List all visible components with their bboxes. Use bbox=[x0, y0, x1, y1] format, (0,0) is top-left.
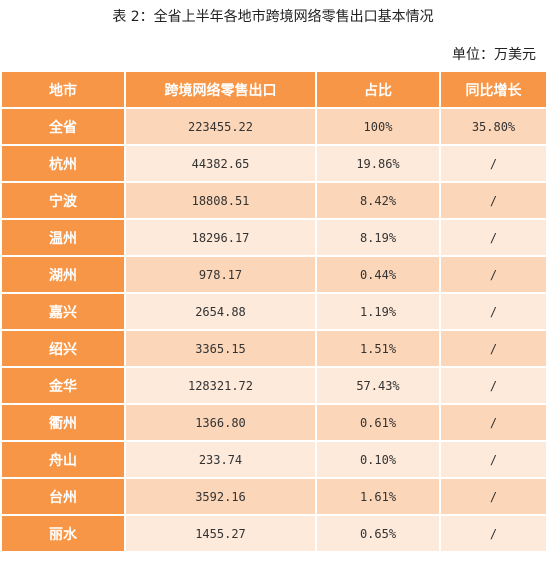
share-cell: 1.51% bbox=[315, 329, 441, 368]
city-cell: 台州 bbox=[0, 477, 126, 516]
table-row: 金华 128321.72 57.43% / bbox=[0, 366, 546, 405]
city-cell: 宁波 bbox=[0, 181, 126, 220]
table-row: 温州 18296.17 8.19% / bbox=[0, 218, 546, 257]
export-cell: 18296.17 bbox=[124, 218, 317, 257]
city-cell: 湖州 bbox=[0, 255, 126, 294]
export-cell: 18808.51 bbox=[124, 181, 317, 220]
growth-cell: / bbox=[439, 514, 546, 553]
header-export: 跨境网络零售出口 bbox=[124, 70, 317, 109]
share-cell: 19.86% bbox=[315, 144, 441, 183]
header-city: 地市 bbox=[0, 70, 126, 109]
table-caption: 表 2：全省上半年各地市跨境网络零售出口基本情况 bbox=[112, 9, 434, 25]
city-cell: 金华 bbox=[0, 366, 126, 405]
share-cell: 100% bbox=[315, 107, 441, 146]
export-table: 地市 跨境网络零售出口 占比 同比增长 全省 223455.22 100% 35… bbox=[0, 70, 546, 553]
table-row: 湖州 978.17 0.44% / bbox=[0, 255, 546, 294]
export-cell: 223455.22 bbox=[124, 107, 317, 146]
export-cell: 128321.72 bbox=[124, 366, 317, 405]
growth-cell: / bbox=[439, 292, 546, 331]
city-cell: 嘉兴 bbox=[0, 292, 126, 331]
city-cell: 杭州 bbox=[0, 144, 126, 183]
city-cell: 温州 bbox=[0, 218, 126, 257]
export-cell: 44382.65 bbox=[124, 144, 317, 183]
growth-cell: 35.80% bbox=[439, 107, 546, 146]
growth-cell: / bbox=[439, 218, 546, 257]
share-cell: 0.10% bbox=[315, 440, 441, 479]
export-cell: 1366.80 bbox=[124, 403, 317, 442]
growth-cell: / bbox=[439, 144, 546, 183]
export-cell: 1455.27 bbox=[124, 514, 317, 553]
table-row: 舟山 233.74 0.10% / bbox=[0, 440, 546, 479]
growth-cell: / bbox=[439, 329, 546, 368]
growth-cell: / bbox=[439, 403, 546, 442]
export-cell: 233.74 bbox=[124, 440, 317, 479]
city-cell: 丽水 bbox=[0, 514, 126, 553]
table-row: 全省 223455.22 100% 35.80% bbox=[0, 107, 546, 146]
growth-cell: / bbox=[439, 477, 546, 516]
share-cell: 1.61% bbox=[315, 477, 441, 516]
table-row: 衢州 1366.80 0.61% / bbox=[0, 403, 546, 442]
city-cell: 衢州 bbox=[0, 403, 126, 442]
table-row: 宁波 18808.51 8.42% / bbox=[0, 181, 546, 220]
table-row: 杭州 44382.65 19.86% / bbox=[0, 144, 546, 183]
share-cell: 0.44% bbox=[315, 255, 441, 294]
share-cell: 57.43% bbox=[315, 366, 441, 405]
unit-label: 单位：万美元 bbox=[452, 47, 536, 63]
header-share: 占比 bbox=[315, 70, 441, 109]
growth-cell: / bbox=[439, 255, 546, 294]
export-cell: 3592.16 bbox=[124, 477, 317, 516]
share-cell: 0.65% bbox=[315, 514, 441, 553]
table-row: 绍兴 3365.15 1.51% / bbox=[0, 329, 546, 368]
growth-cell: / bbox=[439, 181, 546, 220]
share-cell: 8.42% bbox=[315, 181, 441, 220]
table-row: 丽水 1455.27 0.65% / bbox=[0, 514, 546, 553]
city-cell: 舟山 bbox=[0, 440, 126, 479]
share-cell: 0.61% bbox=[315, 403, 441, 442]
share-cell: 1.19% bbox=[315, 292, 441, 331]
table-row: 台州 3592.16 1.61% / bbox=[0, 477, 546, 516]
share-cell: 8.19% bbox=[315, 218, 441, 257]
city-cell: 绍兴 bbox=[0, 329, 126, 368]
growth-cell: / bbox=[439, 440, 546, 479]
export-cell: 3365.15 bbox=[124, 329, 317, 368]
export-cell: 2654.88 bbox=[124, 292, 317, 331]
city-cell: 全省 bbox=[0, 107, 126, 146]
table-row: 嘉兴 2654.88 1.19% / bbox=[0, 292, 546, 331]
export-cell: 978.17 bbox=[124, 255, 317, 294]
header-row: 地市 跨境网络零售出口 占比 同比增长 bbox=[0, 70, 546, 109]
header-growth: 同比增长 bbox=[439, 70, 546, 109]
growth-cell: / bbox=[439, 366, 546, 405]
